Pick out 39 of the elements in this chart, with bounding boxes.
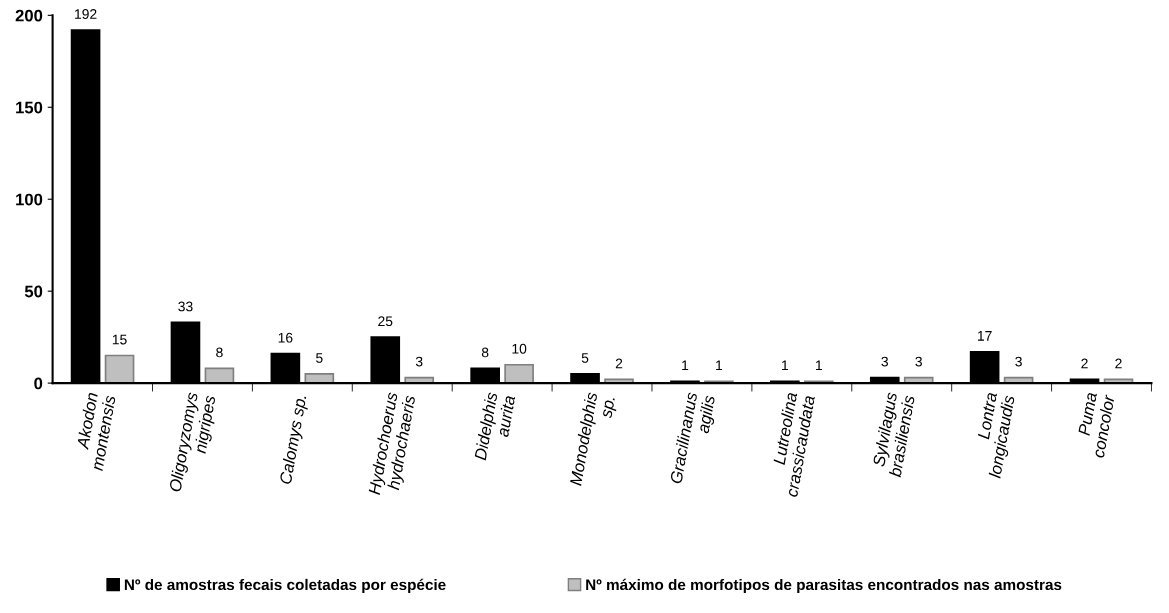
x-tick-label: Hydrochoerus hydrochaeris (367, 391, 419, 496)
data-label: 1 (682, 360, 689, 371)
data-label: 2 (1081, 358, 1088, 369)
x-tick-label: Lutreolina crassicaudata (772, 391, 815, 498)
data-label: 2 (1115, 358, 1122, 369)
y-tick-label: 50 (24, 285, 43, 298)
legend-label: Nº de amostras fecais coletadas por espécie (124, 578, 446, 594)
data-label: 8 (216, 347, 223, 358)
x-tick-label: Gracilinanus agilis (669, 391, 719, 484)
data-label: 3 (915, 356, 922, 367)
data-label: 17 (977, 331, 992, 341)
data-label: 3 (881, 356, 888, 367)
data-label: 1 (716, 360, 723, 371)
data-label: 2 (615, 358, 623, 369)
y-tick-label: 150 (16, 101, 43, 114)
data-label: 16 (278, 332, 293, 343)
data-label: 10 (512, 343, 527, 354)
data-label: 3 (1015, 356, 1022, 367)
data-label: 3 (415, 356, 423, 367)
y-tick-label: 0 (34, 377, 43, 390)
x-tick-label: Calomys sp. (278, 394, 310, 485)
data-label: 5 (581, 353, 589, 363)
data-label: 1 (816, 360, 822, 371)
x-tick-label: Akodon montensis (76, 392, 116, 472)
data-label: 15 (112, 334, 127, 345)
x-tick-label: Sylvilagus brasiliensis (872, 391, 915, 478)
data-label: 5 (316, 353, 323, 363)
data-label: 8 (481, 347, 489, 358)
y-tick-label: 200 (15, 9, 43, 22)
x-tick-label: Monodelphis sp. (569, 391, 619, 487)
x-tick-label: Puma concolor (1078, 391, 1115, 459)
data-label: 1 (782, 360, 789, 371)
data-label: 33 (178, 301, 193, 312)
data-label: 192 (75, 9, 97, 19)
legend-label: Nº máximo de morfotipos de parasitas encontrados nas amostras (586, 578, 1062, 594)
x-tick-label: Didelphis aurita (473, 391, 516, 462)
x-tick-label: Lontra longicaudis (977, 391, 1019, 479)
y-tick-label: 100 (16, 193, 43, 206)
data-label: 25 (378, 316, 393, 327)
